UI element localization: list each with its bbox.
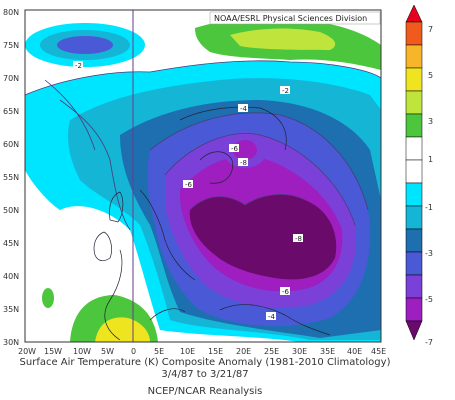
svg-text:30N: 30N xyxy=(3,338,19,347)
cb-seg xyxy=(405,67,423,92)
svg-text:60N: 60N xyxy=(3,140,19,149)
colorbar-bottom-arrow xyxy=(405,320,423,341)
contour-value-labels: -2 -2 -4 -6 -8 -6 -8 -6 -4 xyxy=(73,61,303,321)
sw-yellow xyxy=(95,317,150,342)
caption-line-3: NCEP/NCAR Reanalysis xyxy=(147,386,263,397)
svg-text:5W: 5W xyxy=(101,347,114,356)
anomaly-shading xyxy=(25,17,381,343)
contour-label: -6 xyxy=(231,145,239,153)
map-border xyxy=(24,9,382,343)
svg-text:65N: 65N xyxy=(3,107,19,116)
contour-label: -8 xyxy=(295,235,302,243)
arctic-blue xyxy=(57,36,113,54)
contour-label: -4 xyxy=(240,105,248,113)
cb-seg xyxy=(405,274,423,299)
svg-text:45E: 45E xyxy=(371,347,386,356)
cb-seg xyxy=(405,21,423,46)
credit-box xyxy=(209,11,381,25)
cb-seg xyxy=(405,205,423,230)
lon-labels: 20W 15W 10W 5W 0 5E 10E 15E 20E 25E 30E … xyxy=(18,347,386,356)
svg-text:15W: 15W xyxy=(44,347,62,356)
lat-labels: 80N 75N 70N 65N 60N 55N 50N 45N 40N 35N … xyxy=(3,8,19,347)
colorbar-top-arrow xyxy=(405,4,423,23)
caption-line-1: Surface Air Temperature (K) Composite An… xyxy=(19,357,391,368)
cb-label: -5 xyxy=(425,295,433,304)
cb-seg xyxy=(405,113,423,138)
svg-text:50N: 50N xyxy=(3,206,19,215)
cb-label: 5 xyxy=(428,71,433,80)
svg-text:35E: 35E xyxy=(320,347,335,356)
svg-text:5E: 5E xyxy=(154,347,164,356)
svg-text:75N: 75N xyxy=(3,41,19,50)
svg-text:0: 0 xyxy=(131,347,136,356)
svg-text:20E: 20E xyxy=(236,347,251,356)
cb-label: -7 xyxy=(425,338,433,347)
cb-seg xyxy=(405,228,423,253)
contour-label: -2 xyxy=(75,62,82,70)
sw-green-spot xyxy=(42,288,54,308)
cb-label: 7 xyxy=(428,25,433,34)
north-lightgreen xyxy=(230,28,336,50)
cb-seg xyxy=(405,44,423,69)
contour-lines xyxy=(24,60,382,231)
svg-text:80N: 80N xyxy=(3,8,19,17)
cb-seg xyxy=(405,182,423,207)
cb-seg xyxy=(405,136,423,161)
cb-label: 3 xyxy=(428,117,433,126)
svg-text:45N: 45N xyxy=(3,239,19,248)
svg-text:55N: 55N xyxy=(3,173,19,182)
cb-seg xyxy=(405,159,423,184)
svg-text:10E: 10E xyxy=(180,347,195,356)
svg-text:15E: 15E xyxy=(208,347,223,356)
contour-label: -2 xyxy=(282,87,289,95)
svg-text:40N: 40N xyxy=(3,272,19,281)
svg-text:10W: 10W xyxy=(73,347,91,356)
credit-text: NOAA/ESRL Physical Sciences Division xyxy=(214,14,367,23)
contour-label: -6 xyxy=(282,288,290,296)
coastlines xyxy=(93,106,331,341)
contour-label: -6 xyxy=(185,181,193,189)
contour-label: -8 xyxy=(240,159,247,167)
cb-label: -1 xyxy=(425,203,433,212)
cb-label: 1 xyxy=(428,155,433,164)
cb-label: -3 xyxy=(425,249,433,258)
darkpurple-core xyxy=(189,194,337,280)
caption-line-2: 3/4/87 to 3/21/87 xyxy=(161,369,249,380)
colorbar: 7 5 3 1 -1 -3 -5 -7 xyxy=(405,4,433,347)
cb-seg xyxy=(405,90,423,115)
svg-text:30E: 30E xyxy=(292,347,307,356)
svg-text:40E: 40E xyxy=(347,347,362,356)
cb-seg xyxy=(405,251,423,276)
svg-text:20W: 20W xyxy=(18,347,36,356)
svg-text:25E: 25E xyxy=(264,347,279,356)
svg-text:70N: 70N xyxy=(3,74,19,83)
svg-text:35N: 35N xyxy=(3,305,19,314)
contour-label: -4 xyxy=(268,313,276,321)
cb-seg xyxy=(405,297,423,322)
